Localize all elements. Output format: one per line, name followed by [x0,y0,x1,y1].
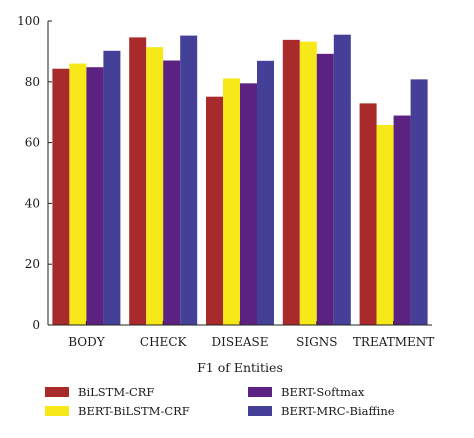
bar-signs-bert-mrc-biaffine [333,34,351,326]
x-tick-label-signs: SIGNS [296,335,337,349]
x-tick-label-check: CHECK [140,335,188,349]
y-tick-label: 60 [25,136,40,150]
legend: BiLSTM-CRF BERT-BiLSTM-CRF BERT-Softmax BER… [45,385,395,418]
legend-label-bert-softmax: BERT-Softmax [281,385,365,399]
bar-body-bert-mrc-biaffine [103,50,121,326]
y-ticks-group: 0 20 40 60 80 100 [17,14,52,332]
x-tick-label-treatment: TREATMENT [353,335,434,349]
bar-body-bilstm-crf [52,68,70,325]
x-axis-title: F1 of Entities [197,360,283,375]
y-tick-label: 0 [32,318,40,332]
bar-check-bilstm-crf [129,37,147,325]
legend-label-bert-mrc-biaffine: BERT-MRC-Biaffine [281,404,395,418]
legend-swatch-bert-mrc-biaffine [248,406,272,416]
bar-treatment-bert-softmax [393,115,411,325]
legend-swatch-bert-softmax [248,387,272,397]
legend-label-bert-bilstm-crf: BERT-BiLSTM-CRF [78,404,190,418]
x-tick-label-body: BODY [68,335,106,349]
bar-signs-bilstm-crf [282,39,300,326]
y-tick-label: 20 [25,257,40,271]
bar-body-bert-softmax [86,67,104,325]
legend-swatch-bert-bilstm-crf [45,406,69,416]
bar-disease-bert-mrc-biaffine [257,60,274,325]
bar-body-bert-bilstm-crf [69,63,87,326]
y-tick-label: 40 [25,196,40,210]
y-tick-label: 80 [25,75,40,89]
bar-signs-bert-bilstm-crf [299,41,317,326]
bar-treatment-bilstm-crf [359,103,377,325]
bar-check-bert-mrc-biaffine [180,35,198,325]
bar-treatment-bert-mrc-biaffine [410,79,428,325]
bar-treatment-bert-bilstm-crf [376,124,394,325]
bars-group [52,34,428,326]
bar-disease-bilstm-crf [206,96,223,325]
x-ticks-group: BODY CHECK DISEASE SIGNS TREATMENT [68,321,434,349]
bar-signs-bert-softmax [316,53,334,325]
bar-disease-bert-softmax [240,83,257,325]
y-tick-label: 100 [17,14,40,28]
bar-disease-bert-bilstm-crf [223,78,240,326]
legend-label-bilstm-crf: BiLSTM-CRF [78,385,154,399]
bar-check-bert-bilstm-crf [146,47,164,325]
legend-swatch-bilstm-crf [45,387,69,397]
bar-check-bert-softmax [163,60,181,326]
x-tick-label-disease: DISEASE [212,335,269,349]
